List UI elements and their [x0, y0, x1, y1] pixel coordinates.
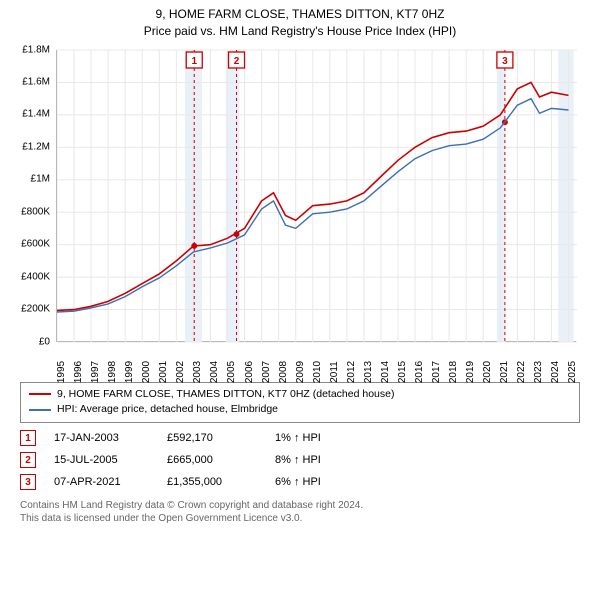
footer-line-1: Contains HM Land Registry data © Crown c…: [20, 499, 580, 512]
chart-area: £0 £200K £400K £600K £800K £1M £1.2M £1.4M £1.6M…: [10, 46, 590, 376]
transaction-delta: 1% ↑ HPI: [275, 432, 365, 444]
x-tick-label: 2023: [533, 360, 544, 382]
legend: 9, HOME FARM CLOSE, THAMES DITTON, KT7 0…: [20, 382, 580, 424]
x-tick-label: 2021: [499, 360, 510, 382]
transactions-table: 1 17-JAN-2003 £592,170 1% ↑ HPI 2 15-JUL-2005…: [20, 427, 580, 493]
x-tick-label: 2011: [329, 361, 340, 383]
footer-attribution: Contains HM Land Registry data © Crown c…: [20, 499, 580, 525]
x-tick-label: 2010: [312, 360, 323, 382]
x-tick-label: 1995: [56, 360, 67, 382]
x-tick-label: 2004: [209, 360, 220, 382]
transaction-row: 3 07-APR-2021 £1,355,000 6% ↑ HPI: [20, 471, 580, 493]
y-tick-label: £400K: [21, 271, 50, 282]
chart-title-block: 9, HOME FARM CLOSE, THAMES DITTON, KT7 0…: [0, 0, 600, 42]
x-tick-label: 2025: [567, 360, 578, 382]
x-tick-label: 2012: [346, 360, 357, 382]
x-tick-label: 1999: [124, 360, 135, 382]
svg-text:3: 3: [502, 56, 508, 67]
legend-swatch: [29, 393, 51, 395]
y-tick-label: £600K: [21, 239, 50, 250]
transaction-date: 07-APR-2021: [54, 476, 149, 488]
legend-swatch: [29, 409, 51, 411]
transaction-price: £1,355,000: [167, 476, 257, 488]
y-axis: £0£200K£400K£600K£800K£1M£1.2M£1.4M£1.6M…: [10, 50, 54, 342]
x-tick-label: 2000: [141, 360, 152, 382]
legend-item: HPI: Average price, detached house, Elmb…: [29, 402, 571, 418]
y-tick-label: £200K: [21, 304, 50, 315]
x-tick-label: 2017: [431, 360, 442, 382]
legend-label: 9, HOME FARM CLOSE, THAMES DITTON, KT7 0…: [57, 387, 394, 403]
svg-text:1: 1: [191, 56, 197, 67]
x-axis: 1995199619971998199920002001200220032004…: [56, 344, 576, 374]
title-line-2: Price paid vs. HM Land Registry's House …: [4, 23, 596, 40]
x-tick-label: 2006: [244, 360, 255, 382]
y-tick-label: £800K: [21, 206, 50, 217]
x-tick-label: 2005: [226, 360, 237, 382]
y-tick-label: £1M: [31, 174, 50, 185]
x-tick-label: 2001: [158, 360, 169, 382]
x-tick-label: 2015: [397, 360, 408, 382]
x-tick-label: 2003: [192, 360, 203, 382]
x-tick-label: 2008: [278, 360, 289, 382]
x-tick-label: 2007: [261, 360, 272, 382]
y-tick-label: £1.4M: [22, 109, 50, 120]
x-tick-label: 2013: [363, 360, 374, 382]
transaction-date: 17-JAN-2003: [54, 432, 149, 444]
transaction-marker-box: 3: [20, 474, 36, 490]
transaction-price: £592,170: [167, 432, 257, 444]
x-tick-label: 2024: [550, 360, 561, 382]
x-tick-label: 2009: [295, 360, 306, 382]
y-tick-label: £1.6M: [22, 77, 50, 88]
transaction-row: 1 17-JAN-2003 £592,170 1% ↑ HPI: [20, 427, 580, 449]
x-tick-label: 2022: [516, 360, 527, 382]
plot-region: 1 2 3: [56, 50, 576, 342]
legend-label: HPI: Average price, detached house, Elmb…: [57, 402, 278, 418]
x-tick-label: 1998: [107, 360, 118, 382]
transaction-row: 2 15-JUL-2005 £665,000 8% ↑ HPI: [20, 449, 580, 471]
title-line-1: 9, HOME FARM CLOSE, THAMES DITTON, KT7 0…: [4, 6, 596, 23]
x-tick-label: 1997: [90, 360, 101, 382]
y-tick-label: £1.8M: [22, 44, 50, 55]
x-tick-label: 2019: [465, 360, 476, 382]
transaction-marker-box: 1: [20, 430, 36, 446]
x-tick-label: 1996: [73, 360, 84, 382]
x-tick-label: 2014: [380, 360, 391, 382]
x-tick-label: 2018: [448, 360, 459, 382]
x-tick-label: 2002: [175, 360, 186, 382]
footer-line-2: This data is licensed under the Open Gov…: [20, 512, 580, 525]
plot-svg: 1 2 3: [57, 50, 577, 342]
transaction-marker-box: 2: [20, 452, 36, 468]
transaction-price: £665,000: [167, 454, 257, 466]
y-tick-label: £1.2M: [22, 141, 50, 152]
transaction-delta: 8% ↑ HPI: [275, 454, 365, 466]
x-tick-label: 2020: [482, 360, 493, 382]
x-tick-label: 2016: [414, 360, 425, 382]
svg-text:2: 2: [234, 56, 240, 67]
transaction-date: 15-JUL-2005: [54, 454, 149, 466]
y-tick-label: £0: [39, 336, 50, 347]
legend-item: 9, HOME FARM CLOSE, THAMES DITTON, KT7 0…: [29, 387, 571, 403]
transaction-delta: 6% ↑ HPI: [275, 476, 365, 488]
